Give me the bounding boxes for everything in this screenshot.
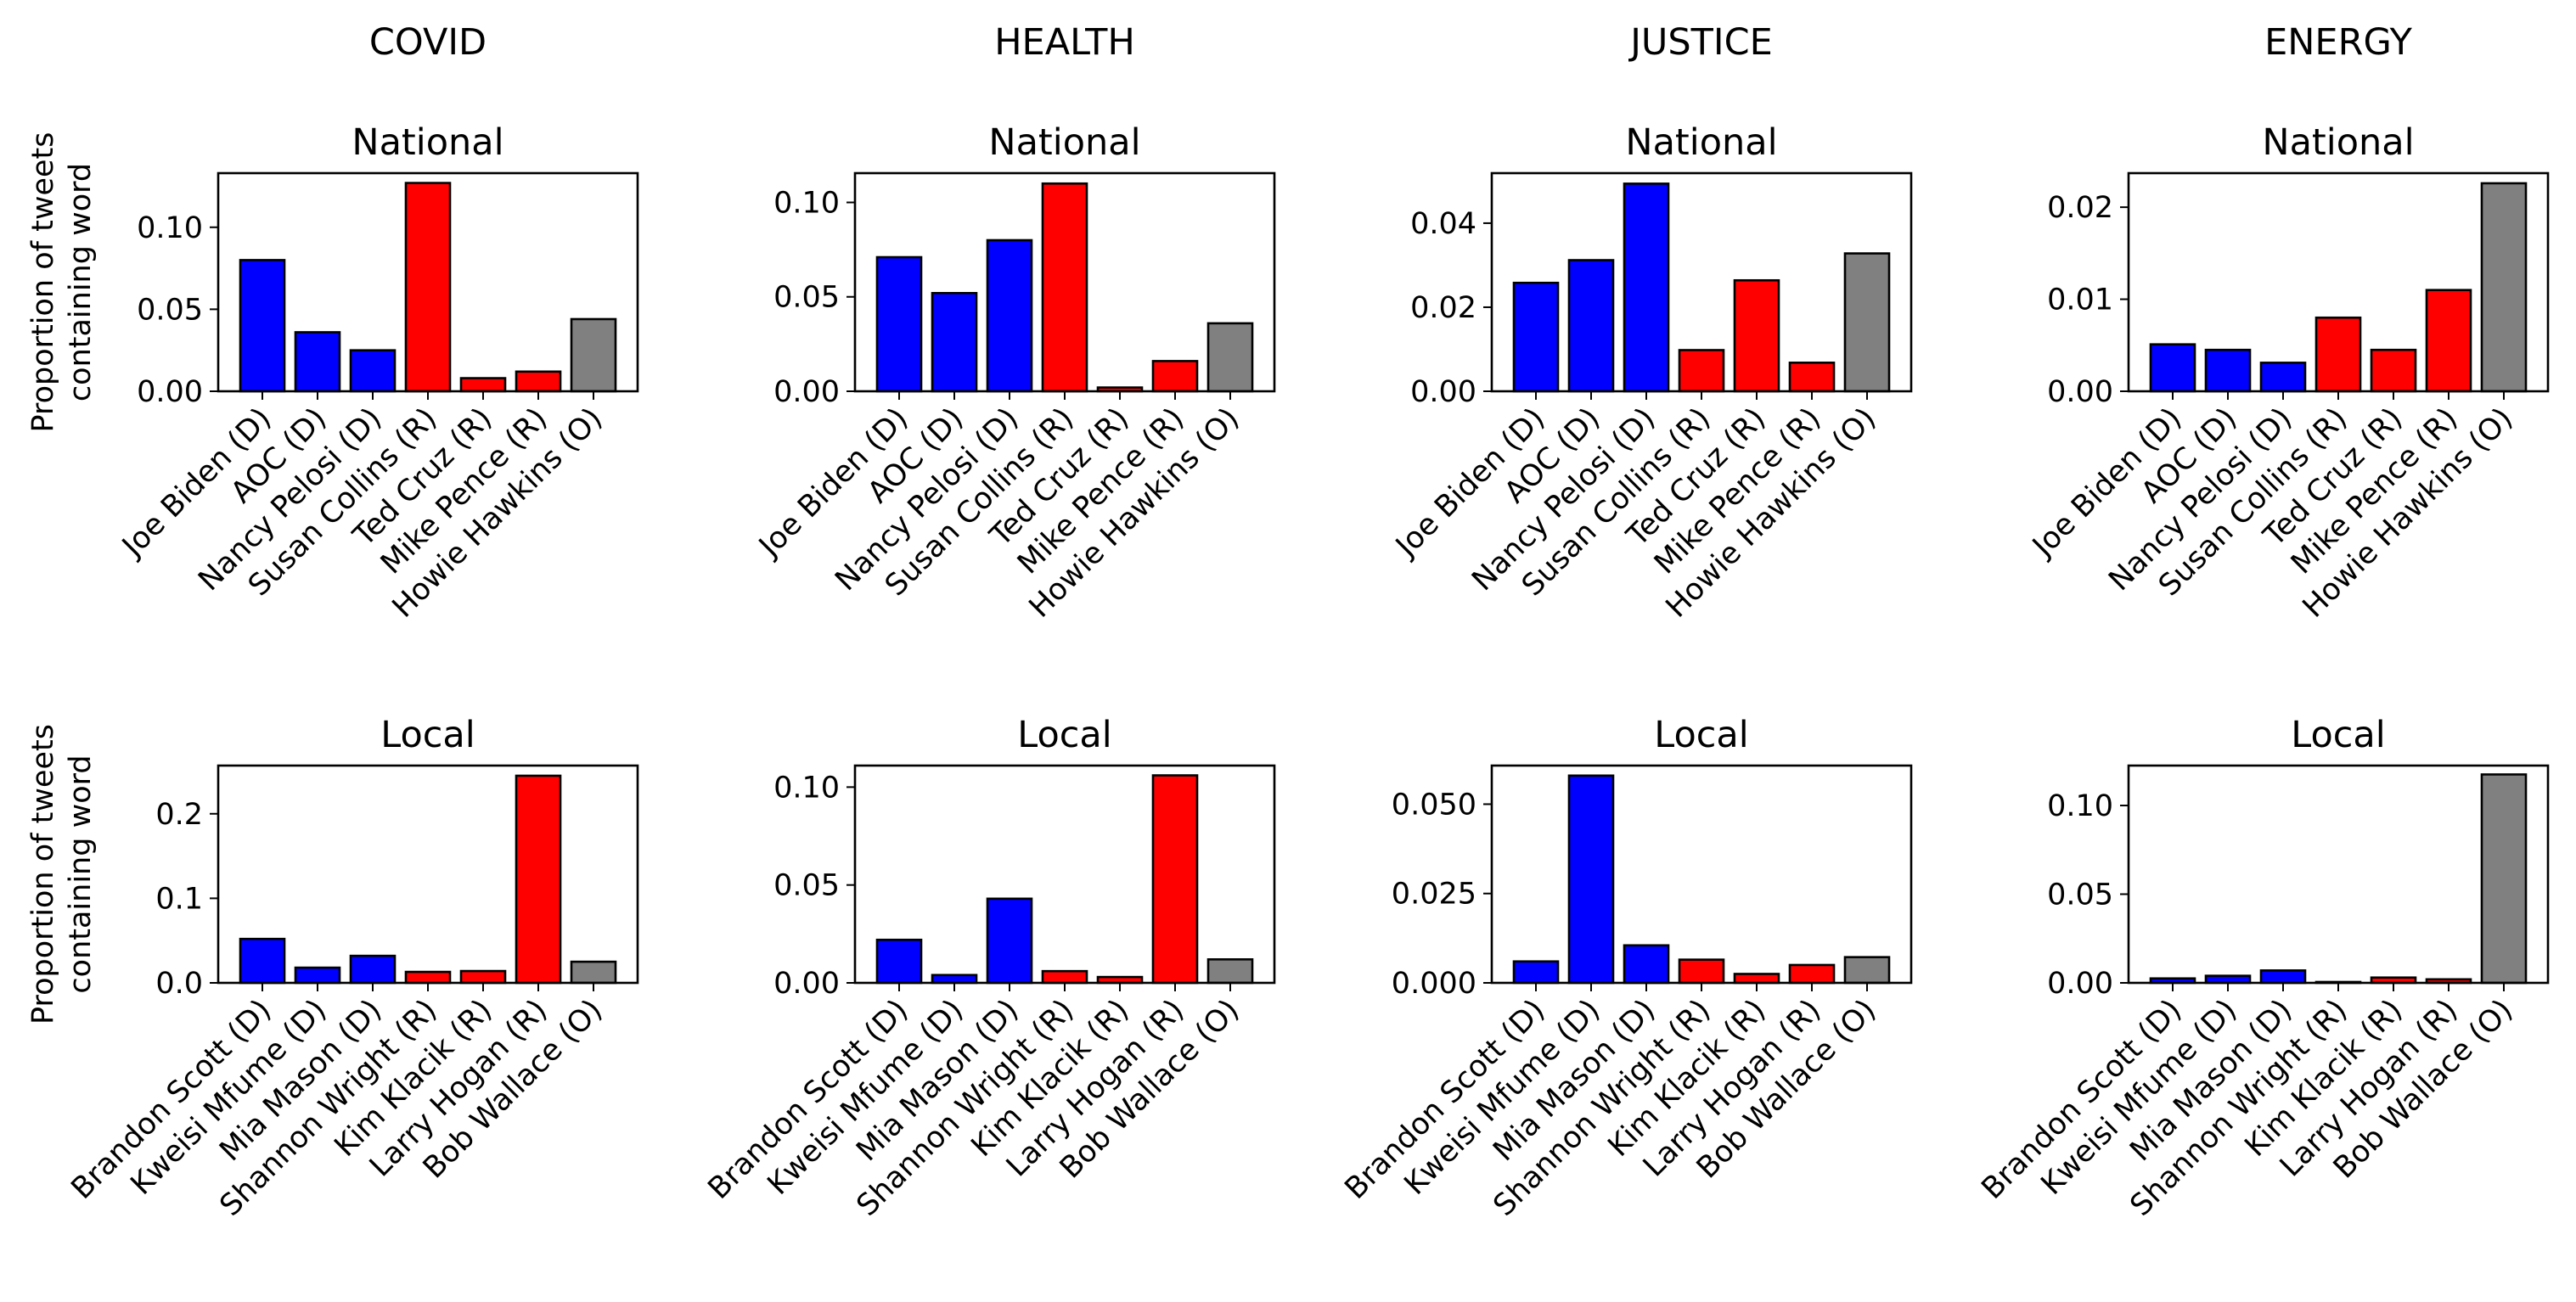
- y-tick-label: 0.2: [155, 798, 203, 832]
- y-axis-label: Proportion of tweets: [26, 132, 60, 433]
- bar-kweisi-mfume-d: [931, 974, 978, 985]
- y-tick-label: 0.00: [1410, 375, 1476, 409]
- bar-larry-hogan-r: [1151, 774, 1199, 985]
- bar-aoc-d: [931, 291, 978, 393]
- bar-susan-collins-r: [404, 182, 452, 393]
- subplot-title: National: [988, 121, 1140, 164]
- y-tick-label: 0.050: [1392, 788, 1476, 822]
- bar-mia-mason-d: [349, 954, 397, 985]
- bar-mia-mason-d: [1623, 944, 1670, 985]
- bar-aoc-d: [2204, 348, 2252, 393]
- y-tick-label: 0.05: [2047, 878, 2113, 912]
- y-tick-label: 0.0: [155, 967, 203, 1001]
- y-tick-label: 0.00: [137, 375, 203, 409]
- subplot-title: National: [352, 121, 503, 164]
- bar-brandon-scott-d: [875, 938, 923, 985]
- bar-bob-wallace-o: [1843, 956, 1891, 985]
- bar-ted-cruz-r: [459, 377, 507, 393]
- bar-mia-mason-d: [2259, 969, 2307, 985]
- bar-mike-pence-r: [1151, 360, 1199, 393]
- y-tick-label: 0.05: [773, 869, 840, 903]
- y-tick-label: 0.02: [1410, 291, 1476, 325]
- y-tick-label: 0.000: [1392, 967, 1476, 1001]
- column-title-energy: ENERGY: [2264, 21, 2413, 64]
- bar-joe-biden-d: [2149, 343, 2196, 393]
- bar-howie-hawkins-o: [1843, 252, 1891, 393]
- subplot-title: Local: [380, 714, 475, 756]
- y-tick-label: 0.1: [155, 882, 203, 916]
- y-tick-label: 0.10: [773, 771, 840, 805]
- bar-nancy-pelosi-d: [2259, 362, 2307, 393]
- subplot-title: National: [1625, 121, 1777, 164]
- y-tick-label: 0.01: [2047, 283, 2113, 317]
- bar-bob-wallace-o: [2480, 773, 2528, 985]
- bar-ted-cruz-r: [2370, 348, 2417, 393]
- y-tick-label: 0.00: [2047, 967, 2113, 1001]
- bar-larry-hogan-r: [1788, 963, 1836, 985]
- bar-kim-klacik-r: [1733, 973, 1780, 985]
- bar-joe-biden-d: [1512, 281, 1560, 393]
- bar-nancy-pelosi-d: [1623, 182, 1670, 393]
- subplot-title: National: [2262, 121, 2414, 164]
- y-tick-label: 0.10: [137, 211, 203, 245]
- bar-kim-klacik-r: [459, 969, 507, 985]
- column-title-health: HEALTH: [994, 21, 1135, 64]
- bar-brandon-scott-d: [239, 937, 286, 985]
- y-tick-label: 0.00: [773, 375, 840, 409]
- bar-nancy-pelosi-d: [349, 349, 397, 393]
- bar-ted-cruz-r: [1733, 278, 1780, 393]
- y-axis-label: containing word: [64, 163, 98, 401]
- bar-kweisi-mfume-d: [294, 966, 341, 985]
- y-tick-label: 0.00: [773, 967, 840, 1001]
- bar-aoc-d: [1567, 259, 1615, 393]
- bar-bob-wallace-o: [1206, 958, 1254, 985]
- bar-susan-collins-r: [1678, 349, 1725, 393]
- y-tick-label: 0.025: [1392, 878, 1476, 912]
- bar-larry-hogan-r: [515, 774, 562, 985]
- y-tick-label: 0.04: [1410, 207, 1476, 241]
- bar-mike-pence-r: [1788, 362, 1836, 393]
- bar-howie-hawkins-o: [570, 317, 617, 393]
- plot-frame: [1490, 764, 1913, 985]
- bar-howie-hawkins-o: [2480, 182, 2528, 393]
- subplot-title: Local: [1017, 714, 1111, 756]
- subplot-title: Local: [2291, 714, 2385, 756]
- y-tick-label: 0.05: [773, 281, 840, 315]
- y-axis-label: Proportion of tweets: [26, 724, 60, 1024]
- y-tick-label: 0.10: [2047, 789, 2113, 823]
- y-tick-label: 0.10: [773, 186, 840, 220]
- bar-brandon-scott-d: [1512, 960, 1560, 985]
- bar-aoc-d: [294, 331, 341, 393]
- bar-howie-hawkins-o: [1206, 322, 1254, 393]
- bar-shannon-wright-r: [1041, 969, 1088, 985]
- y-tick-label: 0.05: [137, 293, 203, 327]
- subplot-title: Local: [1654, 714, 1748, 756]
- bar-mike-pence-r: [2425, 289, 2472, 393]
- y-axis-label: containing word: [64, 755, 98, 993]
- bar-kweisi-mfume-d: [1567, 774, 1615, 985]
- bar-bob-wallace-o: [570, 960, 617, 985]
- y-tick-label: 0.00: [2047, 375, 2113, 409]
- bar-joe-biden-d: [875, 255, 923, 393]
- column-title-covid: COVID: [369, 21, 487, 64]
- bar-susan-collins-r: [1041, 182, 1088, 393]
- bar-shannon-wright-r: [1678, 958, 1725, 985]
- bar-nancy-pelosi-d: [986, 239, 1033, 393]
- column-title-justice: JUSTICE: [1628, 21, 1773, 64]
- y-tick-label: 0.02: [2047, 191, 2113, 225]
- bar-susan-collins-r: [2314, 316, 2362, 393]
- bar-shannon-wright-r: [404, 970, 452, 985]
- bar-joe-biden-d: [239, 259, 286, 393]
- bar-mike-pence-r: [515, 370, 562, 393]
- bar-mia-mason-d: [986, 897, 1033, 985]
